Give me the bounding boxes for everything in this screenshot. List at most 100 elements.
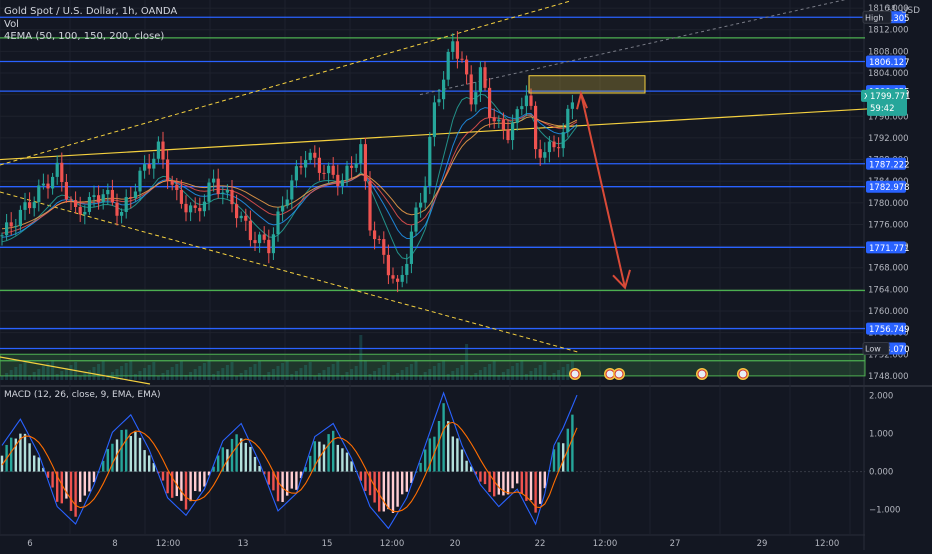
volume-bar [156, 376, 160, 380]
volume-bar [386, 362, 390, 380]
candle-body [455, 41, 459, 59]
volume-bar [455, 368, 459, 380]
macd-histogram-bar [502, 471, 505, 496]
time-tick-label: 27 [670, 539, 681, 549]
volume-bar [566, 364, 570, 380]
high-badge [862, 10, 892, 24]
candle-body [83, 211, 87, 215]
volume-bar [78, 376, 82, 380]
time-tick-label: 29 [757, 539, 768, 549]
volume-bar [212, 374, 216, 380]
macd-histogram-bar [410, 471, 413, 483]
volume-bar [400, 370, 404, 380]
macd-histogram-bar [571, 414, 574, 472]
candle-body [396, 278, 400, 282]
volume-bar [446, 374, 450, 380]
volume-bar [235, 376, 239, 380]
candle-body [9, 222, 13, 227]
macd-histogram-bar [483, 471, 487, 485]
macd-tick-label: 0.000 [869, 468, 893, 478]
candle-body [336, 174, 340, 187]
macd-histogram-bar [276, 471, 280, 502]
level-price-text: 1806.127 [869, 58, 910, 68]
macd-histogram-bar [511, 471, 514, 489]
volume-bar [258, 361, 262, 380]
candle-body [340, 180, 344, 187]
candle-body [400, 274, 404, 282]
volume-label: Vol [4, 19, 19, 30]
macd-tick-label: 1.000 [869, 430, 893, 440]
time-tick-label: 12:00 [815, 539, 840, 549]
event-flag-inner [570, 369, 580, 379]
volume-bar [166, 370, 170, 380]
volume-bar [492, 361, 496, 380]
macd-histogram-bar [0, 455, 4, 472]
volume-bar [501, 372, 505, 380]
volume-bar [327, 367, 331, 380]
volume-bar [138, 371, 142, 380]
candle-body [299, 166, 303, 168]
macd-signal-line [1, 421, 578, 513]
volume-bar [175, 364, 179, 380]
volume-bar [276, 366, 280, 380]
volume-bar [359, 335, 363, 380]
candle-body [235, 204, 239, 219]
macd-histogram-bar [391, 471, 395, 513]
volume-bar [41, 366, 45, 380]
volume-bar [543, 362, 547, 380]
candle-body [428, 136, 432, 186]
candle-body [166, 159, 170, 181]
macd-histogram-bar [152, 463, 155, 472]
last-price-text: 1799.771 [870, 92, 911, 102]
macd-histogram-bar [520, 471, 523, 494]
volume-bar [161, 373, 165, 380]
macd-histogram-bar [56, 471, 59, 502]
volume-bar [221, 368, 225, 380]
candle-body [271, 234, 275, 254]
volume-bar [331, 364, 335, 380]
volume-bar [294, 371, 298, 380]
macd-histogram-bar [295, 471, 298, 490]
macd-histogram-bar [244, 442, 247, 472]
volume-bar [198, 366, 202, 380]
candle-body [248, 220, 252, 241]
macd-histogram-bar [240, 438, 243, 472]
candle-body [262, 234, 266, 240]
candle-body [258, 234, 262, 244]
candle-body [409, 231, 413, 264]
candle-body [368, 181, 372, 231]
macd-histogram-bar [221, 447, 224, 472]
macd-histogram-bar [217, 455, 220, 472]
macd-histogram-bar [313, 441, 316, 472]
macd-histogram-bar [23, 433, 27, 472]
candle-body [469, 74, 473, 105]
macd-histogram-bar [33, 455, 36, 472]
ema-indicator-label: 4EMA (50, 100, 150, 200, close) [4, 31, 165, 42]
volume-bar [230, 362, 234, 380]
time-tick-label: 22 [535, 539, 546, 549]
volume-bar [28, 375, 32, 380]
volume-bar [451, 371, 455, 380]
volume-bar [281, 363, 285, 380]
level-price-tag [866, 241, 906, 254]
volume-bar [497, 375, 501, 380]
macd-histogram-bar [19, 433, 22, 472]
volume-bar [308, 362, 312, 380]
price-axis: 1816.0001812.0001808.0001804.0001800.000… [861, 4, 911, 382]
macd-histogram-bar [299, 471, 303, 479]
candle-body [442, 79, 446, 100]
candle-body [28, 202, 32, 209]
macd-indicator-label: MACD (12, 26, close, 9, EMA, EMA) [4, 390, 161, 400]
currency-mini: 18 [886, 4, 896, 12]
macd-histogram-bar [359, 471, 362, 481]
candle-body [497, 119, 501, 122]
macd-histogram-bar [272, 471, 275, 491]
level-price-text: 1787.222 [869, 160, 910, 170]
macd-histogram-bar [506, 471, 510, 495]
macd-pane: 2.000 1.000 0.000 −1.000 [0, 391, 900, 530]
macd-histogram-bar [189, 471, 192, 502]
candle-body [446, 51, 450, 80]
candle-body [189, 205, 193, 213]
